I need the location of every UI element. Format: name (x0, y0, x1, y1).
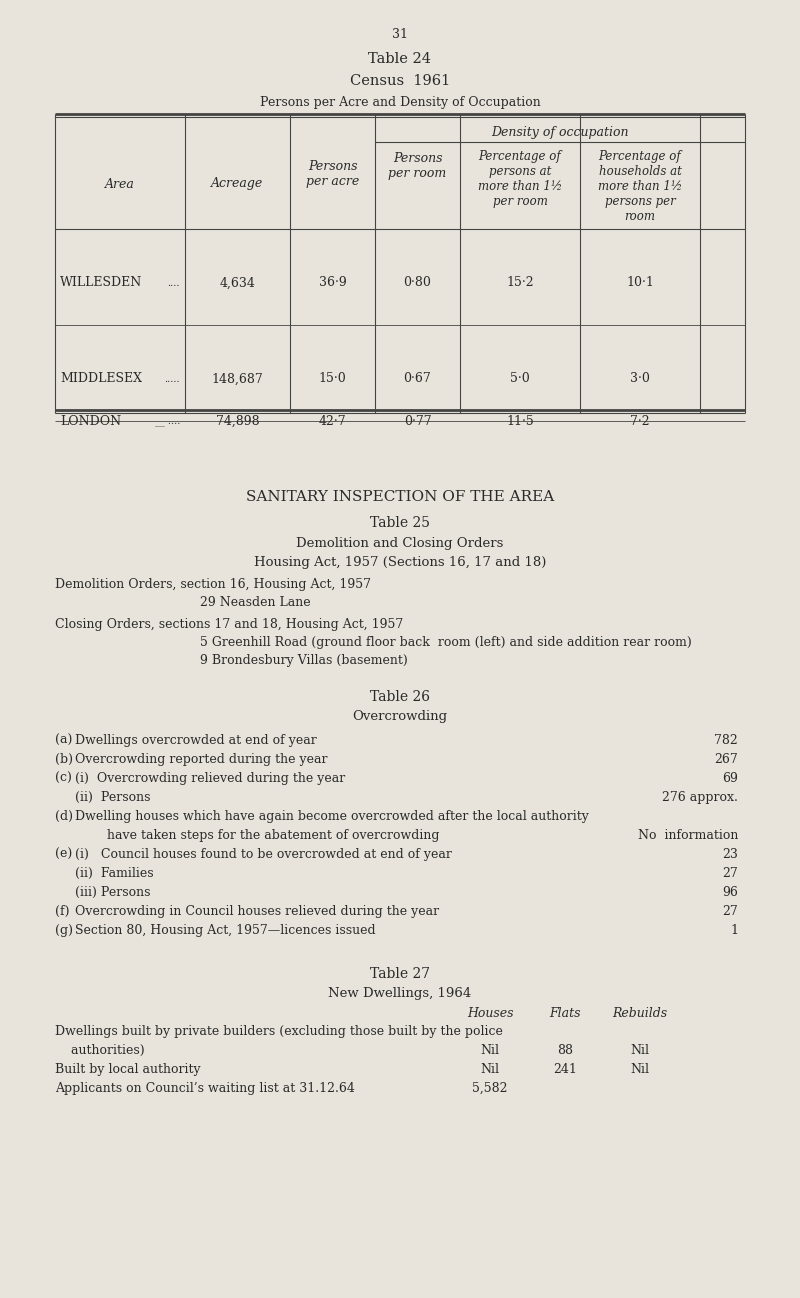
Text: (c): (c) (55, 772, 72, 785)
Text: Rebuilds: Rebuilds (613, 1007, 667, 1020)
Text: 782: 782 (714, 733, 738, 748)
Text: Nil: Nil (630, 1063, 650, 1076)
Text: Dwellings overcrowded at end of year: Dwellings overcrowded at end of year (75, 733, 317, 748)
Text: 74,898: 74,898 (216, 415, 259, 428)
Text: Table 25: Table 25 (370, 517, 430, 530)
Text: Section 80, Housing Act, 1957—licences issued: Section 80, Housing Act, 1957—licences i… (75, 924, 376, 937)
Text: Houses: Houses (466, 1007, 514, 1020)
Text: (d): (d) (55, 810, 73, 823)
Text: .....: ..... (164, 375, 180, 383)
Text: 5 Greenhill Road (ground floor back  room (left) and side addition rear room): 5 Greenhill Road (ground floor back room… (200, 636, 692, 649)
Text: Nil: Nil (481, 1063, 499, 1076)
Text: (ii)  Persons: (ii) Persons (75, 790, 150, 803)
Text: 3·0: 3·0 (630, 373, 650, 386)
Text: Overcrowding reported during the year: Overcrowding reported during the year (75, 753, 327, 766)
Text: WILLESDEN: WILLESDEN (60, 276, 142, 289)
Text: 23: 23 (722, 848, 738, 861)
Text: Persons per Acre and Density of Occupation: Persons per Acre and Density of Occupati… (260, 96, 540, 109)
Text: Overcrowding in Council houses relieved during the year: Overcrowding in Council houses relieved … (75, 905, 439, 918)
Text: Table 24: Table 24 (369, 52, 431, 66)
Text: (iii) Persons: (iii) Persons (75, 887, 150, 900)
Text: 148,687: 148,687 (212, 373, 263, 386)
Text: 4,634: 4,634 (219, 276, 255, 289)
Text: 15·0: 15·0 (318, 373, 346, 386)
Text: (f): (f) (55, 905, 70, 918)
Text: Persons
per acre: Persons per acre (306, 160, 359, 188)
Text: Dwelling houses which have again become overcrowded after the local authority: Dwelling houses which have again become … (75, 810, 589, 823)
Text: Flats: Flats (550, 1007, 581, 1020)
Text: Acreage: Acreage (211, 178, 264, 191)
Text: (a): (a) (55, 733, 72, 748)
Text: 36·9: 36·9 (318, 276, 346, 289)
Text: authorities): authorities) (55, 1044, 145, 1057)
Text: MIDDLESEX: MIDDLESEX (60, 373, 142, 386)
Text: LONDON: LONDON (60, 415, 121, 428)
Text: 267: 267 (714, 753, 738, 766)
Text: Demolition and Closing Orders: Demolition and Closing Orders (296, 537, 504, 550)
Text: 96: 96 (722, 887, 738, 900)
Text: Closing Orders, sections 17 and 18, Housing Act, 1957: Closing Orders, sections 17 and 18, Hous… (55, 618, 403, 631)
Text: No  information: No information (638, 829, 738, 842)
Text: Table 26: Table 26 (370, 691, 430, 704)
Text: (i)   Council houses found to be overcrowded at end of year: (i) Council houses found to be overcrowd… (75, 848, 452, 861)
Text: Table 27: Table 27 (370, 967, 430, 981)
Text: Area: Area (105, 178, 135, 191)
Text: 69: 69 (722, 772, 738, 785)
Text: (ii)  Families: (ii) Families (75, 867, 154, 880)
Text: Nil: Nil (630, 1044, 650, 1057)
Text: Percentage of
persons at
more than 1½
per room: Percentage of persons at more than 1½ pe… (478, 151, 562, 208)
Text: 9 Brondesbury Villas (basement): 9 Brondesbury Villas (basement) (200, 654, 408, 667)
Text: 27: 27 (722, 905, 738, 918)
Text: __ ....: __ .... (154, 417, 180, 426)
Text: Dwellings built by private builders (excluding those built by the police: Dwellings built by private builders (exc… (55, 1025, 503, 1038)
Text: New Dwellings, 1964: New Dwellings, 1964 (328, 986, 472, 999)
Text: Nil: Nil (481, 1044, 499, 1057)
Text: Applicants on Council’s waiting list at 31.12.64: Applicants on Council’s waiting list at … (55, 1083, 355, 1096)
Text: 7·2: 7·2 (630, 415, 650, 428)
Text: ....: .... (167, 279, 180, 287)
Text: (i)  Overcrowding relieved during the year: (i) Overcrowding relieved during the yea… (75, 772, 346, 785)
Text: (g): (g) (55, 924, 73, 937)
Text: have taken steps for the abatement of overcrowding: have taken steps for the abatement of ov… (75, 829, 439, 842)
Text: 0·67: 0·67 (404, 373, 431, 386)
Text: Demolition Orders, section 16, Housing Act, 1957: Demolition Orders, section 16, Housing A… (55, 578, 371, 591)
Text: 10·1: 10·1 (626, 276, 654, 289)
Text: 11·5: 11·5 (506, 415, 534, 428)
Text: Housing Act, 1957 (Sections 16, 17 and 18): Housing Act, 1957 (Sections 16, 17 and 1… (254, 556, 546, 569)
Text: Percentage of
households at
more than 1½
persons per
room: Percentage of households at more than 1½… (598, 151, 682, 223)
Text: SANITARY INSPECTION OF THE AREA: SANITARY INSPECTION OF THE AREA (246, 491, 554, 504)
Text: 29 Neasden Lane: 29 Neasden Lane (200, 596, 310, 609)
Text: 5·0: 5·0 (510, 373, 530, 386)
Text: Census  1961: Census 1961 (350, 74, 450, 88)
Text: 0·77: 0·77 (404, 415, 431, 428)
Text: 1: 1 (730, 924, 738, 937)
Text: 42·7: 42·7 (318, 415, 346, 428)
Text: 241: 241 (553, 1063, 577, 1076)
Text: 276 approx.: 276 approx. (662, 790, 738, 803)
Text: 5,582: 5,582 (472, 1083, 508, 1096)
Text: 88: 88 (557, 1044, 573, 1057)
Text: (e): (e) (55, 848, 72, 861)
Text: Built by local authority: Built by local authority (55, 1063, 201, 1076)
Text: 31: 31 (392, 29, 408, 42)
Text: Persons
per room: Persons per room (388, 152, 446, 180)
Text: (b): (b) (55, 753, 73, 766)
Text: 15·2: 15·2 (506, 276, 534, 289)
Text: Overcrowding: Overcrowding (353, 710, 447, 723)
Text: 27: 27 (722, 867, 738, 880)
Text: 0·80: 0·80 (403, 276, 431, 289)
Text: Density of occupation: Density of occupation (491, 126, 629, 139)
